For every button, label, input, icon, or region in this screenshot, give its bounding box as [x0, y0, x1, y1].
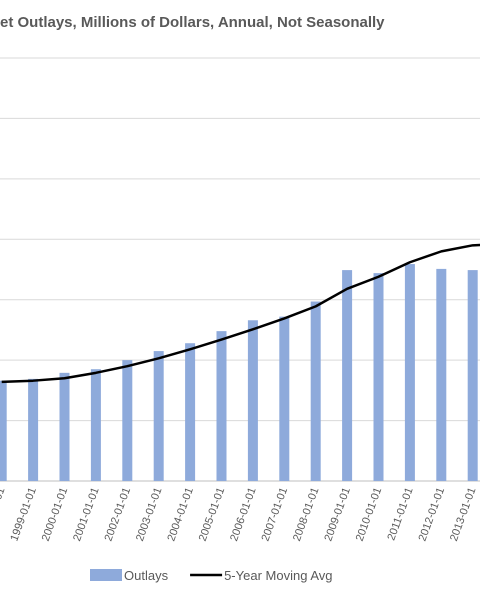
bar [279, 316, 290, 481]
line [1, 243, 480, 384]
x-tick-label: 2011-01-01 [385, 486, 415, 542]
x-tick-label: 2003-01-01 [134, 486, 165, 543]
x-tick-label: 2004-01-01 [165, 486, 196, 543]
bar [436, 268, 447, 481]
legend-label: Outlays [124, 568, 169, 583]
x-tick-label: 2000-01-01 [40, 486, 71, 543]
bar [373, 273, 384, 481]
x-tick-label: 1999-01-01 [8, 486, 39, 543]
bar [247, 320, 258, 481]
bar [467, 270, 478, 481]
x-tick-label: 1998-01-01 [0, 486, 8, 543]
chart-title: et Outlays, Millions of Dollars, Annual,… [0, 14, 385, 31]
x-tick-label: 2010-01-01 [354, 486, 385, 543]
bar [342, 270, 353, 481]
bar [185, 343, 196, 481]
x-tick-label: 2005-01-01 [197, 486, 228, 543]
x-tick-label: 2008-01-01 [291, 486, 322, 543]
legend-label: 5-Year Moving Avg [224, 568, 332, 583]
x-tick-label: 2012-01-01 [417, 486, 448, 543]
legend-swatch [90, 569, 122, 581]
bar [90, 369, 101, 481]
bar [404, 264, 415, 481]
x-tick-label: 2002-01-01 [103, 486, 134, 543]
x-tick-label: 2001-01-01 [71, 486, 102, 543]
x-tick-label: 2013-01-01 [448, 486, 479, 543]
bar [0, 380, 7, 481]
x-tick-label: 2009-01-01 [322, 486, 353, 543]
x-tick-label: 2007-01-01 [260, 486, 291, 543]
bar [310, 301, 321, 481]
bar [59, 372, 70, 481]
bar [28, 378, 39, 481]
bar [153, 351, 164, 481]
bar [122, 360, 133, 481]
bar [216, 331, 227, 481]
x-tick-label: 2006-01-01 [228, 486, 259, 543]
